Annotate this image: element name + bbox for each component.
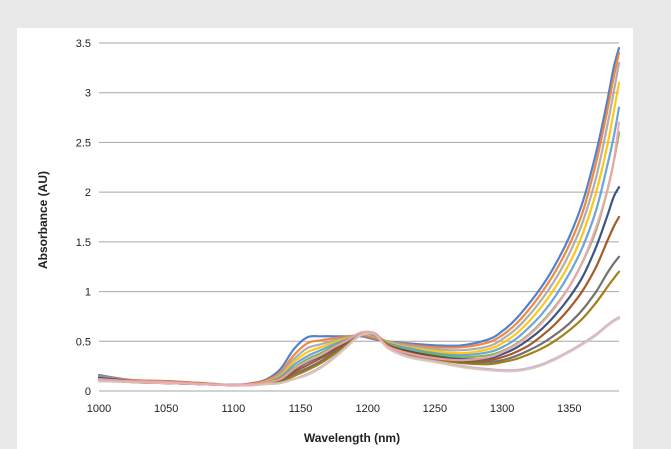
x-tick-label: 1350 — [557, 403, 581, 415]
series-line-6 — [97, 131, 621, 387]
y-axis-ticks: 0 0.5 1 1.5 2 2.5 3 3.5 — [76, 38, 91, 398]
x-axis-ticks: 1000 1050 1100 1150 1200 1250 1300 1350 — [87, 403, 582, 415]
y-axis-title: Absorbance (AU) — [36, 171, 50, 269]
y-tick-label: 0.5 — [76, 336, 91, 348]
x-tick-label: 1200 — [355, 403, 379, 415]
y-tick-label: 3 — [85, 88, 91, 100]
y-tick-label: 1 — [85, 287, 91, 299]
x-tick-label: 1100 — [222, 403, 246, 415]
x-tick-label: 1050 — [154, 403, 178, 415]
y-tick-label: 3.5 — [76, 38, 91, 50]
y-tick-label: 1.5 — [76, 237, 91, 249]
x-tick-label: 1300 — [490, 403, 514, 415]
x-tick-label: 1250 — [423, 403, 447, 415]
y-tick-label: 2.5 — [76, 137, 91, 149]
series-lines — [97, 46, 621, 387]
series-line-4 — [97, 81, 621, 387]
x-axis-title: Wavelength (nm) — [304, 431, 400, 445]
x-tick-label: 1000 — [87, 403, 111, 415]
series-line-13 — [97, 121, 621, 387]
absorbance-line-chart: 1000 1050 1100 1150 1200 1250 1300 1350 0 0.5 1 1.… — [36, 38, 621, 445]
gridlines — [99, 42, 619, 392]
y-tick-label: 2 — [85, 187, 91, 199]
y-tick-label: 0 — [85, 386, 91, 398]
series-line-11 — [97, 316, 621, 387]
x-tick-label: 1150 — [289, 403, 313, 415]
chart-frame: 1000 1050 1100 1150 1200 1250 1300 1350 0 0.5 1 1.… — [17, 28, 633, 449]
